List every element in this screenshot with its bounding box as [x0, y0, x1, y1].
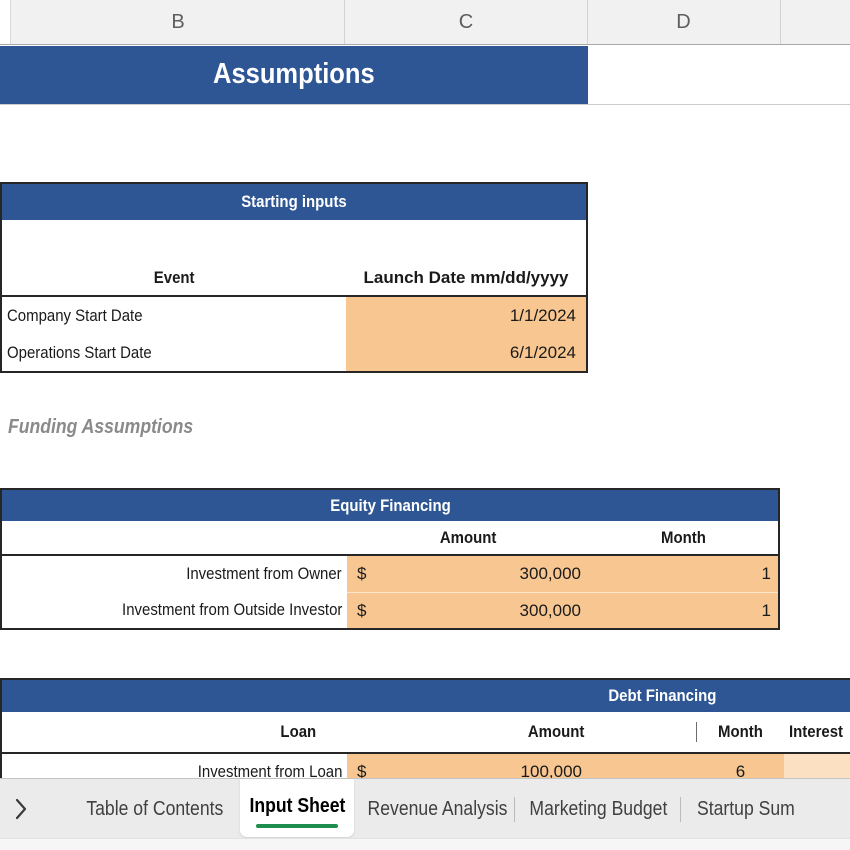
sheet-title-cell[interactable]: Assumptions — [0, 46, 588, 104]
equity-financing-title: Equity Financing — [329, 496, 451, 515]
amount-column-header[interactable]: Amount — [439, 527, 497, 547]
column-header-strip: B C D — [0, 0, 850, 45]
column-header-b[interactable]: B — [171, 11, 185, 33]
event-column-header[interactable]: Event — [153, 267, 195, 287]
amount-column-header[interactable]: Amount — [347, 722, 697, 742]
column-header-d[interactable]: D — [676, 11, 691, 33]
sheet-tab-table-of-contents[interactable]: Table of Contents — [86, 798, 224, 820]
month-input-cell[interactable]: 1 — [589, 556, 778, 592]
column-header-c[interactable]: C — [458, 11, 474, 33]
row-gridline — [0, 104, 850, 105]
amount-input-cell[interactable]: $ 300,000 — [347, 556, 589, 592]
starting-inputs-table: Starting inputs Event Launch Date mm/dd/… — [0, 182, 588, 373]
debt-financing-header[interactable]: Debt Financing — [2, 680, 850, 712]
interest-column-header[interactable]: Interest — [789, 722, 844, 741]
amount-value: 300,000 — [519, 564, 581, 583]
date-input-cell[interactable]: 6/1/2024 — [346, 334, 586, 371]
table-row: Investment from Owner $ 300,000 1 — [2, 556, 778, 592]
debt-financing-title: Debt Financing — [607, 686, 717, 705]
event-cell[interactable]: Operations Start Date — [7, 342, 152, 362]
chevron-right-icon[interactable] — [14, 798, 28, 820]
debt-financing-table: Debt Financing Loan Amount Month Interes… — [0, 678, 850, 790]
amount-input-cell[interactable]: $ 300,000 — [347, 592, 589, 628]
table-row: Operations Start Date 6/1/2024 — [2, 334, 586, 371]
equity-column-headers: Amount Month — [2, 521, 778, 556]
column-gridline — [780, 0, 781, 44]
currency-symbol: $ — [357, 564, 367, 583]
month-input-cell[interactable]: 1 — [589, 592, 778, 628]
tab-separator — [680, 797, 681, 822]
amount-value: 100,000 — [520, 762, 582, 781]
header-corner-notch — [0, 0, 11, 44]
starting-inputs-note-row[interactable] — [2, 220, 586, 260]
equity-financing-header[interactable]: Equity Financing — [2, 490, 778, 521]
tab-separator — [514, 797, 515, 822]
sheet-tab-bar: Table of Contents Input Sheet Revenue An… — [0, 778, 850, 838]
starting-inputs-title: Starting inputs — [241, 192, 347, 211]
equity-row-label[interactable]: Investment from Outside Investor — [121, 600, 342, 619]
sheet-tab-input-sheet[interactable]: Input Sheet — [240, 779, 354, 837]
month-column-header[interactable]: Month — [718, 722, 763, 741]
equity-financing-table: Equity Financing Amount Month Investment… — [0, 488, 780, 630]
table-row: Investment from Outside Investor $ 300,0… — [2, 592, 778, 628]
launch-date-column-header[interactable]: Launch Date mm/dd/yyyy — [363, 267, 569, 287]
starting-inputs-column-headers: Event Launch Date mm/dd/yyyy — [2, 260, 586, 297]
starting-inputs-header[interactable]: Starting inputs — [2, 184, 586, 220]
column-gridline — [344, 0, 345, 44]
loan-column-header[interactable]: Loan — [280, 722, 317, 741]
equity-row-label[interactable]: Investment from Owner — [186, 564, 342, 583]
event-cell[interactable]: Company Start Date — [7, 305, 143, 325]
sheet-title: Assumptions — [213, 58, 375, 90]
status-bar — [0, 838, 850, 850]
column-gridline — [587, 0, 588, 44]
currency-symbol: $ — [357, 600, 367, 620]
debt-row-label[interactable]: Investment from Loan — [197, 762, 342, 781]
funding-assumptions-label: Funding Assumptions — [8, 416, 194, 438]
month-column-header[interactable]: Month — [661, 527, 706, 547]
debt-column-headers: Loan Amount Month Interest — [2, 712, 850, 754]
currency-symbol: $ — [357, 762, 367, 781]
sheet-tab-marketing-budget[interactable]: Marketing Budget — [529, 798, 667, 820]
amount-value: 300,000 — [519, 600, 581, 620]
sheet-tab-revenue-analysis[interactable]: Revenue Analysis — [367, 798, 508, 820]
sheet-tab-startup-summary[interactable]: Startup Sum — [697, 798, 795, 820]
date-input-cell[interactable]: 1/1/2024 — [346, 297, 586, 334]
active-tab-underline — [256, 824, 338, 828]
table-row: Company Start Date 1/1/2024 — [2, 297, 586, 334]
